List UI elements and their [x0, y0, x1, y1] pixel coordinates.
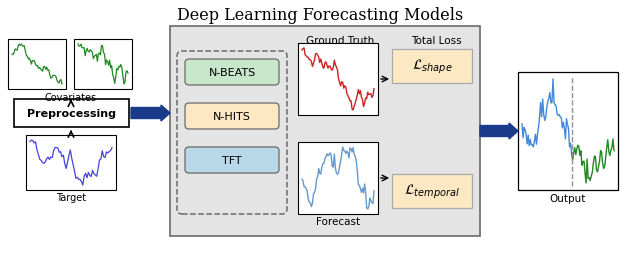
FancyBboxPatch shape: [177, 52, 287, 214]
FancyArrow shape: [131, 106, 170, 121]
Text: Total Loss: Total Loss: [411, 36, 461, 46]
Bar: [74, 40, 132, 90]
Text: Output: Output: [550, 193, 586, 203]
Bar: [392, 174, 472, 208]
Text: Preprocessing: Preprocessing: [26, 108, 115, 119]
Text: $\mathcal{L}_{shape}$: $\mathcal{L}_{shape}$: [412, 58, 452, 76]
Bar: [170, 27, 480, 236]
Bar: [14, 100, 129, 128]
Text: Target: Target: [56, 192, 86, 202]
Text: TFT: TFT: [222, 155, 242, 165]
Text: Forecast: Forecast: [316, 216, 360, 226]
Text: Covariates: Covariates: [45, 93, 97, 103]
Text: N-BEATS: N-BEATS: [209, 68, 255, 78]
FancyBboxPatch shape: [185, 60, 279, 86]
Text: Deep Learning Forecasting Models: Deep Learning Forecasting Models: [177, 7, 463, 24]
Bar: [8, 40, 66, 90]
Text: $\mathcal{L}_{temporal}$: $\mathcal{L}_{temporal}$: [404, 182, 460, 200]
FancyBboxPatch shape: [185, 104, 279, 130]
Bar: [26, 135, 116, 190]
Text: Ground Truth: Ground Truth: [306, 36, 374, 46]
FancyBboxPatch shape: [185, 147, 279, 173]
Bar: [298, 44, 378, 116]
Text: N-HITS: N-HITS: [213, 112, 251, 121]
Bar: [298, 142, 378, 214]
FancyArrow shape: [480, 123, 518, 139]
Bar: [518, 73, 618, 190]
Bar: [392, 50, 472, 84]
